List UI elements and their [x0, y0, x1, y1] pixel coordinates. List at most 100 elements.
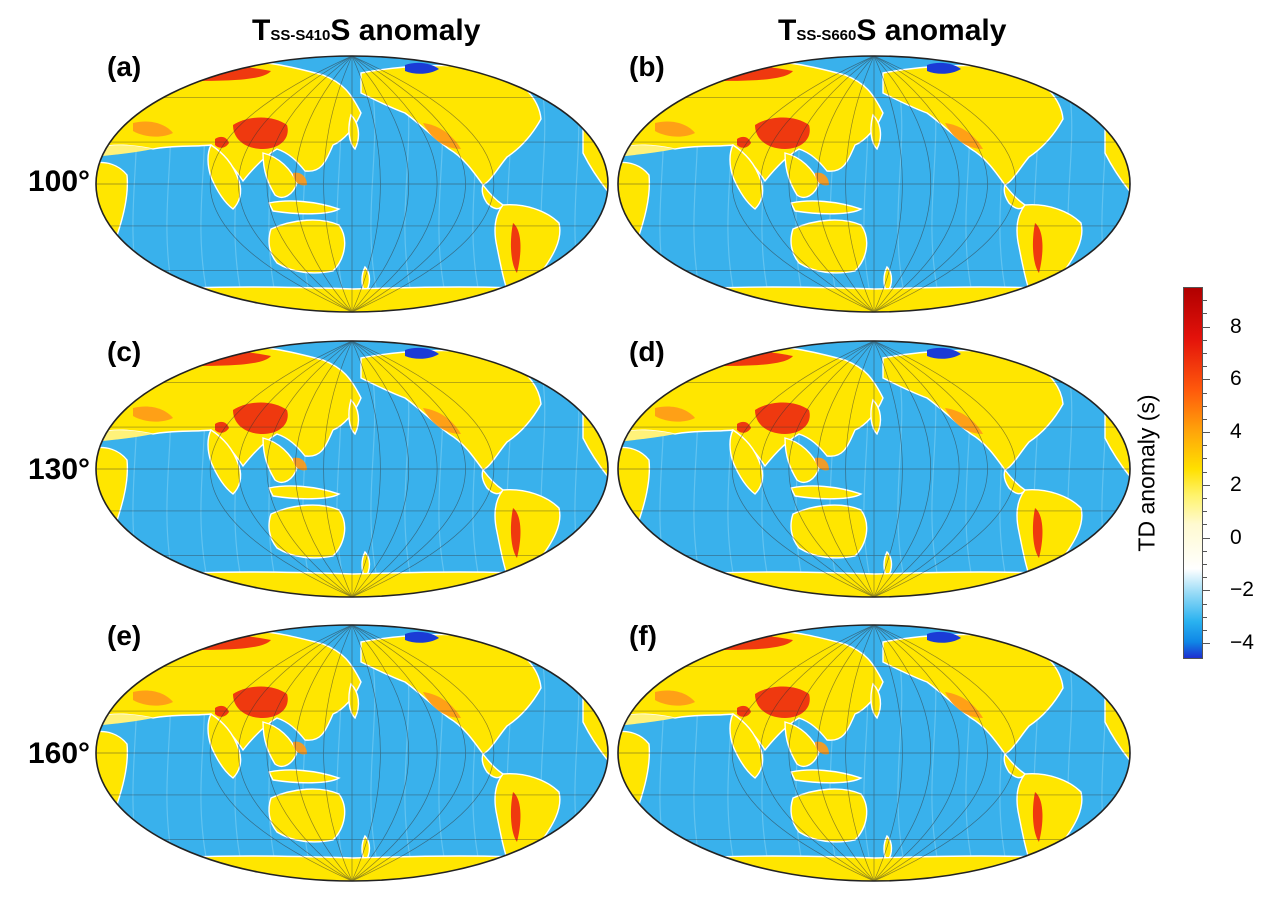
- arctic-cold-anomaly: [927, 347, 961, 359]
- colorbar-minor-tick: [1203, 300, 1207, 302]
- rockies-anomaly: [945, 408, 983, 434]
- india-landmass: [207, 712, 242, 779]
- australia-landmass: [790, 788, 868, 843]
- india-landmass: [729, 712, 764, 779]
- southamerica-landmass: [494, 204, 561, 307]
- tibet-anomaly: [755, 117, 810, 149]
- greenland-landmass: [1084, 73, 1122, 103]
- graticule: [96, 341, 608, 597]
- map-panel-c: (c): [93, 336, 611, 600]
- rockies-anomaly: [423, 123, 461, 149]
- sunda-anomaly: [815, 741, 829, 755]
- colorbar-minor-tick: [1203, 511, 1207, 513]
- arctic-cold-anomaly: [927, 62, 961, 74]
- map-outline: [95, 624, 609, 882]
- sunda-anomaly: [815, 172, 829, 186]
- andes-anomaly: [510, 792, 521, 842]
- indonesia-landmass: [267, 200, 341, 215]
- iran-anomaly: [133, 121, 173, 137]
- colorbar-minor-tick: [1203, 458, 1207, 460]
- greenland-landmass: [1084, 642, 1122, 672]
- rockies-anomaly: [423, 692, 461, 718]
- india-landmass: [207, 143, 242, 210]
- panel-label-d: (d): [629, 336, 665, 367]
- indonesia-landmass: [789, 485, 863, 500]
- row-label-130: 130°: [28, 453, 91, 486]
- india-landmass: [207, 428, 242, 495]
- tibet-anomaly: [233, 402, 288, 434]
- ocean-ridge: [370, 82, 378, 294]
- colorbar-minor-tick: [1203, 405, 1207, 407]
- colorbar-minor-tick: [1203, 577, 1207, 579]
- india-landmass: [729, 143, 764, 210]
- ocean-ridge: [370, 367, 378, 579]
- japan-landmass: [348, 113, 360, 151]
- africa-landmass: [618, 446, 651, 556]
- rockies-anomaly: [423, 408, 461, 434]
- colorbar-title: TD anomaly (s): [1133, 394, 1160, 552]
- colorbar-minor-tick: [1203, 392, 1207, 394]
- rockies-anomaly: [945, 692, 983, 718]
- australia-landmass: [268, 219, 346, 274]
- arctic-cold-anomaly: [405, 631, 439, 643]
- sunda-anomaly: [815, 457, 829, 471]
- map-outline: [95, 340, 609, 598]
- colorbar-minor-tick: [1203, 471, 1207, 473]
- panel-label-c: (c): [107, 336, 142, 367]
- greenland-landmass: [562, 642, 600, 672]
- colorbar-tick-label: 4: [1230, 420, 1242, 444]
- map-outline: [617, 55, 1131, 313]
- greenland-landmass: [562, 358, 600, 388]
- row-label-160: 160°: [28, 737, 91, 770]
- iran-anomaly: [655, 690, 695, 706]
- colorbar-tick-label: −4: [1230, 631, 1254, 655]
- japan-landmass: [870, 682, 882, 720]
- colorbar-minor-tick: [1203, 564, 1207, 566]
- southamerica-landmass: [1016, 773, 1083, 876]
- colorbar-minor-tick: [1203, 445, 1207, 447]
- map-panel-b: (b): [615, 51, 1133, 315]
- andes-anomaly: [1032, 508, 1043, 558]
- indonesia-landmass: [789, 200, 863, 215]
- title-left: TSS-S410S anomaly: [252, 14, 481, 47]
- map-outline: [617, 340, 1131, 598]
- map-panel-f: (f): [615, 620, 1133, 884]
- rockies-anomaly: [945, 123, 983, 149]
- australia-landmass: [790, 219, 868, 274]
- colorbar-minor-tick: [1203, 418, 1207, 420]
- southamerica-landmass: [1016, 489, 1083, 592]
- colorbar-tick-mark: [1203, 590, 1210, 592]
- graticule: [618, 56, 1130, 312]
- australia-landmass: [268, 788, 346, 843]
- graticule: [96, 625, 608, 881]
- panel-label-f: (f): [629, 620, 657, 651]
- tibet-anomaly: [755, 686, 810, 718]
- greenland-landmass: [1084, 358, 1122, 388]
- indonesia-landmass: [267, 769, 341, 784]
- colorbar-minor-tick: [1203, 550, 1207, 552]
- iran-anomaly: [133, 406, 173, 422]
- ocean-ridge: [897, 367, 905, 579]
- andes-anomaly: [1032, 223, 1043, 273]
- map-panel-a: (a): [93, 51, 611, 315]
- australia-landmass: [790, 504, 868, 559]
- ocean-ridge: [1067, 82, 1075, 294]
- row-label-100: 100°: [28, 165, 91, 198]
- ocean-ridge: [897, 82, 905, 294]
- japan-landmass: [870, 113, 882, 151]
- australia-landmass: [268, 504, 346, 559]
- sunda-anomaly: [293, 741, 307, 755]
- tibet-anomaly: [233, 117, 288, 149]
- panel-label-e: (e): [107, 620, 142, 651]
- arctic-cold-anomaly: [405, 62, 439, 74]
- colorbar-tick-mark: [1203, 537, 1210, 539]
- map-outline: [95, 55, 609, 313]
- shelf-band: [618, 430, 675, 442]
- southamerica-landmass: [1016, 204, 1083, 307]
- title-right: TSS-S660S anomaly: [778, 14, 1007, 47]
- colorbar-tick-mark: [1203, 484, 1210, 486]
- arctic-cold-anomaly: [927, 631, 961, 643]
- africa-landmass: [618, 730, 651, 840]
- colorbar-tick-label: 2: [1230, 472, 1242, 496]
- colorbar-minor-tick: [1203, 524, 1207, 526]
